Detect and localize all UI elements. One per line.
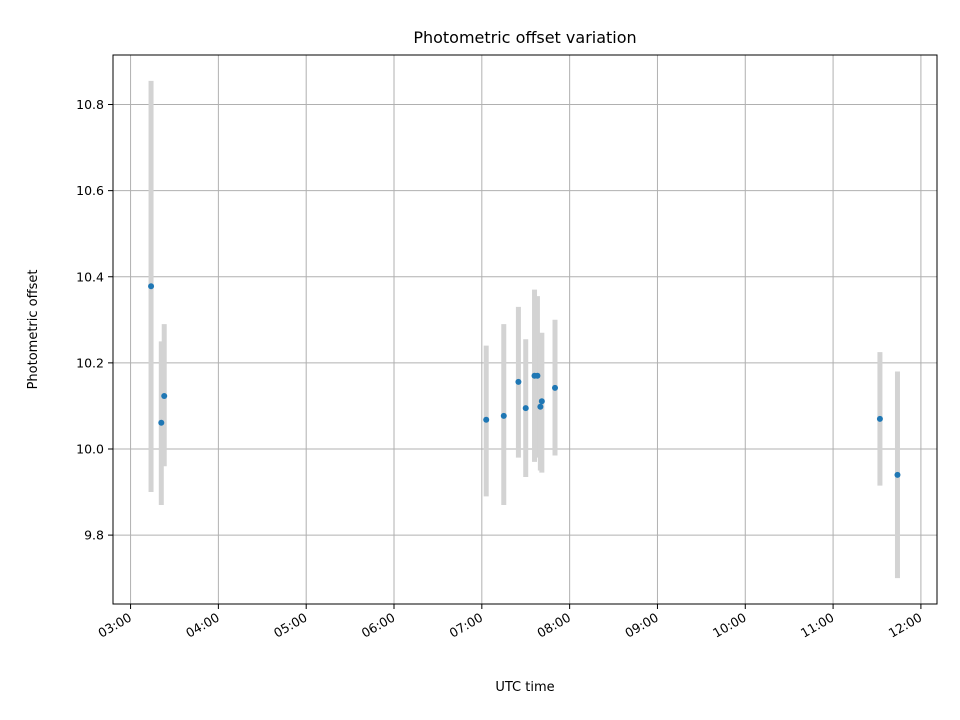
- data-point: [515, 378, 522, 385]
- data-point: [534, 372, 541, 379]
- y-tick-label: 10.0: [76, 441, 104, 456]
- data-points: [148, 283, 901, 478]
- y-tick-label: 10.6: [76, 183, 104, 198]
- data-point: [876, 415, 883, 422]
- chart-title: Photometric offset variation: [413, 28, 636, 47]
- y-tick-label: 10.4: [76, 269, 104, 284]
- data-point: [500, 412, 507, 419]
- data-point: [538, 398, 545, 405]
- y-tick-label: 9.8: [84, 528, 104, 543]
- y-axis-label: Photometric offset: [26, 270, 41, 390]
- data-point: [537, 403, 544, 410]
- data-point: [148, 283, 155, 290]
- y-tick-label: 10.2: [76, 355, 104, 370]
- y-tick-label: 10.8: [76, 97, 104, 112]
- data-point: [161, 393, 168, 400]
- plot-frame: [112, 54, 938, 605]
- data-point: [894, 471, 901, 478]
- data-point: [552, 384, 559, 391]
- data-point: [483, 416, 490, 423]
- data-point: [522, 405, 529, 412]
- x-axis-label: UTC time: [495, 680, 554, 695]
- data-point: [158, 419, 165, 426]
